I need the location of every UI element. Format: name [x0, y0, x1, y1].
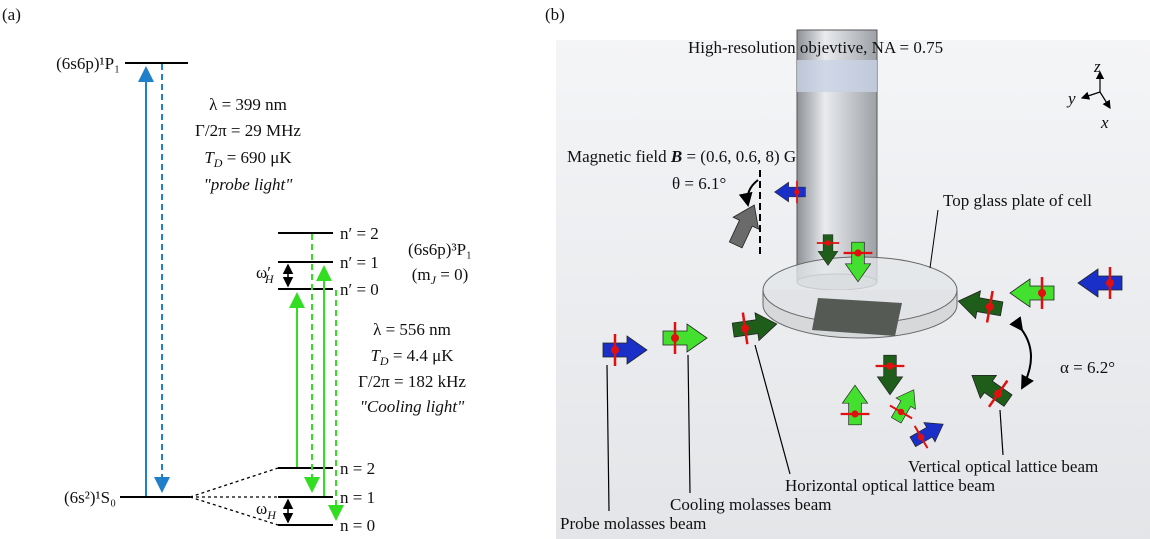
axis-label: x — [1100, 113, 1109, 132]
info: "Cooling light" — [360, 397, 465, 416]
sublevel-label: n = 2 — [340, 459, 375, 478]
polarization — [671, 334, 679, 342]
info: Γ/2π = 182 kHz — [358, 372, 466, 391]
level-label: (m — [412, 265, 431, 284]
panel-label: (b) — [545, 5, 565, 24]
omega-label: ω′H — [256, 263, 275, 286]
panel-a: (a) (6s6p)¹P₁ (6s²)¹S₀ λ = 399 nm Γ/2π =… — [2, 5, 472, 535]
sample — [812, 298, 902, 336]
info: D — [379, 354, 389, 368]
label: Top glass plate of cell — [943, 191, 1092, 210]
beam-label: Probe molasses beam — [560, 514, 706, 533]
polarization — [794, 189, 800, 195]
info: = 690 μK — [222, 148, 292, 167]
beam-label: Cooling molasses beam — [670, 495, 831, 514]
label: α = 6.2° — [1060, 358, 1115, 377]
sublevel-label: n′ = 1 — [340, 253, 379, 272]
polarization — [825, 240, 831, 246]
sublevel-label: n = 1 — [340, 488, 375, 507]
info: D — [213, 156, 223, 170]
label: Magnetic field B = (0.6, 0.6, 8) G — [567, 147, 796, 166]
level-label: (6s6p)¹P₁ — [56, 54, 120, 73]
polarization — [611, 346, 619, 354]
polarization — [854, 249, 861, 256]
level-label: (mJ = 0) — [412, 265, 468, 287]
panel-label: (a) — [2, 5, 21, 24]
info: λ = 556 nm — [373, 320, 451, 339]
level-label: (6s²)¹S₀ — [64, 488, 116, 507]
connector — [190, 468, 278, 497]
omega-label: ω — [256, 499, 267, 518]
level-label: = 0) — [436, 265, 468, 284]
label: θ = 6.1° — [672, 174, 726, 193]
objective-ring — [797, 60, 877, 92]
axis-label: z — [1093, 57, 1101, 76]
info: λ = 399 nm — [209, 95, 287, 114]
label: Magnetic field — [567, 147, 671, 166]
beam-label: Horizontal optical lattice beam — [785, 476, 995, 495]
beam-label: Vertical optical lattice beam — [908, 457, 1098, 476]
info: TD = 4.4 μK — [370, 346, 454, 368]
polarization — [886, 362, 893, 369]
info: "probe light" — [204, 175, 294, 194]
label: = (0.6, 0.6, 8) G — [682, 147, 796, 166]
omega-label: H — [266, 508, 277, 522]
panel-b: (b) High-resolution objevtive, NA = 0.75… — [545, 5, 1150, 539]
info: = 4.4 μK — [389, 346, 455, 365]
polarization — [1106, 279, 1114, 287]
info: TD = 690 μK — [204, 148, 292, 170]
label: B — [670, 147, 682, 166]
sublevel-label: n′ = 2 — [340, 224, 379, 243]
level-label: (6s6p)³P₁ — [408, 240, 472, 259]
sublevel-label: n′ = 0 — [340, 280, 379, 299]
polarization — [851, 410, 858, 417]
polarization — [1038, 289, 1046, 297]
info: Γ/2π = 29 MHz — [195, 121, 301, 140]
omega-label: H — [264, 272, 275, 286]
label: High-resolution objevtive, NA = 0.75 — [688, 38, 943, 57]
figure: (a) (6s6p)¹P₁ (6s²)¹S₀ λ = 399 nm Γ/2π =… — [0, 0, 1150, 539]
sublevel-label: n = 0 — [340, 516, 375, 535]
axis-label: y — [1066, 89, 1076, 108]
